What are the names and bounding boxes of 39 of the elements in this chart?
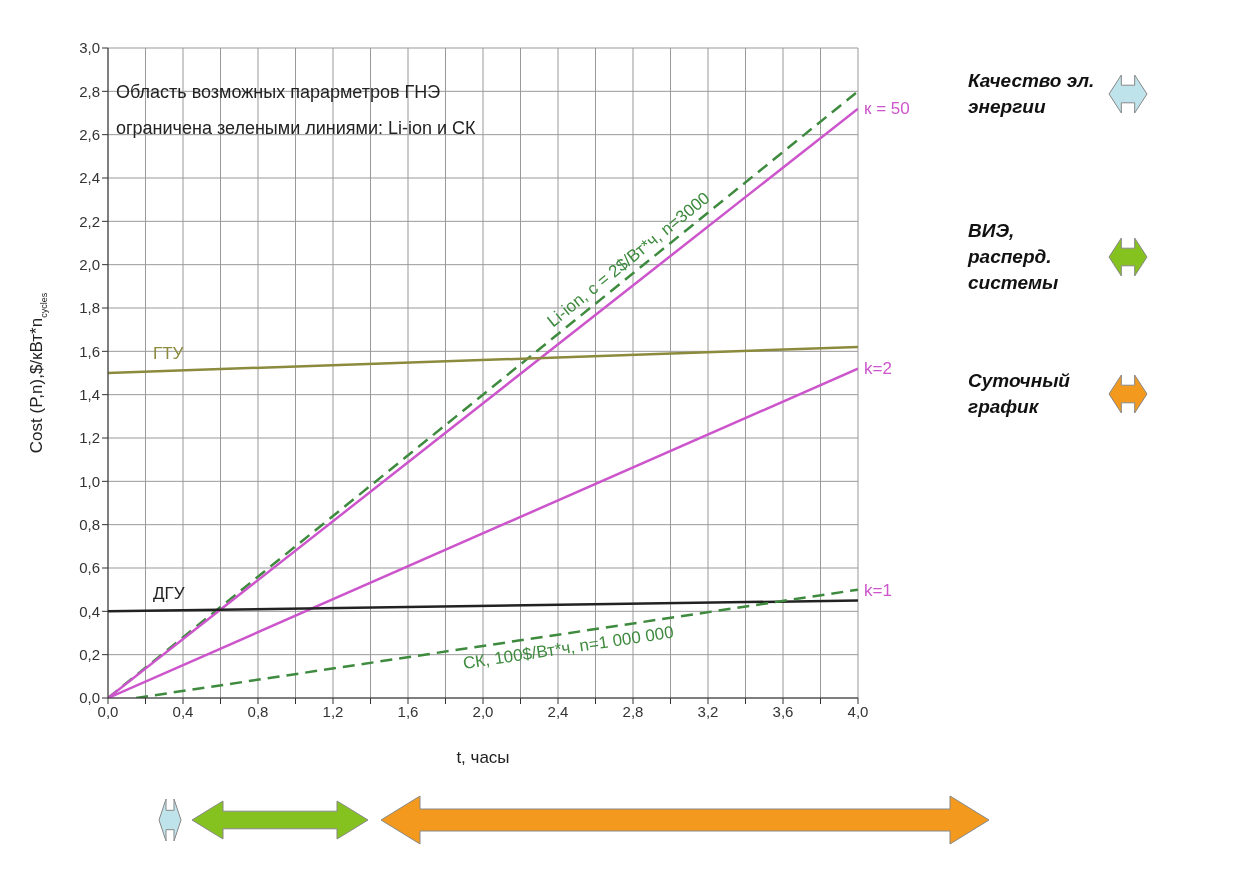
- y-tick-label: 1,6: [79, 342, 100, 360]
- y-tick-label: 1,0: [79, 472, 100, 490]
- x-tick-label: 2,0: [472, 702, 494, 720]
- y-tick-label: 0,4: [79, 602, 100, 620]
- x-tick-label: 4,0: [847, 702, 869, 720]
- annotation: k=1: [864, 580, 892, 600]
- text: Качество эл. энергии: [968, 69, 1096, 119]
- text: Суточный график: [968, 369, 1071, 419]
- x-tick-label: 3,6: [772, 702, 794, 720]
- annotation: ограничена зелеными линиями: Li-ion и СК: [116, 118, 477, 138]
- y-tick-label: 0,8: [79, 515, 100, 533]
- y-tick-label: 2,6: [79, 125, 100, 143]
- y-tick-label: 0,6: [79, 559, 100, 577]
- annotation: Область возможных парарметров ГНЭ: [116, 82, 441, 102]
- series-label: ГТУ: [153, 344, 184, 364]
- y-tick-label: 1,2: [79, 429, 100, 447]
- x-tick-label: 2,4: [547, 702, 569, 720]
- series-label: k=2: [864, 358, 892, 378]
- y-tick-label: 2,4: [79, 169, 100, 187]
- x-tick-label: 0,4: [172, 702, 194, 720]
- text: СК, 100$/Вт*ч, n=1 000 000: [461, 622, 675, 673]
- y-tick-label: 2,2: [79, 212, 100, 230]
- x-tick-label: 1,2: [322, 702, 344, 720]
- text: ВИЭ, расперд. системы: [968, 219, 1060, 295]
- x-tick-label: 3,2: [697, 702, 719, 720]
- y-tick-label: 0,2: [79, 645, 100, 663]
- y-tick-label: 1,4: [79, 385, 100, 403]
- x-tick-label: 0,0: [97, 702, 119, 720]
- x-axis-title: t, часы: [456, 748, 510, 767]
- y-tick-label: 3,0: [79, 39, 100, 57]
- series-label: ДГУ: [153, 583, 185, 603]
- y-tick-label: 1,8: [79, 299, 100, 317]
- y-tick-label: 2,8: [79, 82, 100, 100]
- x-tick-label: 2,8: [622, 702, 644, 720]
- x-tick-label: 1,6: [397, 702, 419, 720]
- series-label: к = 50: [864, 98, 910, 118]
- y-tick-label: 0,0: [79, 689, 100, 707]
- x-tick-label: 0,8: [247, 702, 269, 720]
- y-tick-label: 2,0: [79, 255, 100, 273]
